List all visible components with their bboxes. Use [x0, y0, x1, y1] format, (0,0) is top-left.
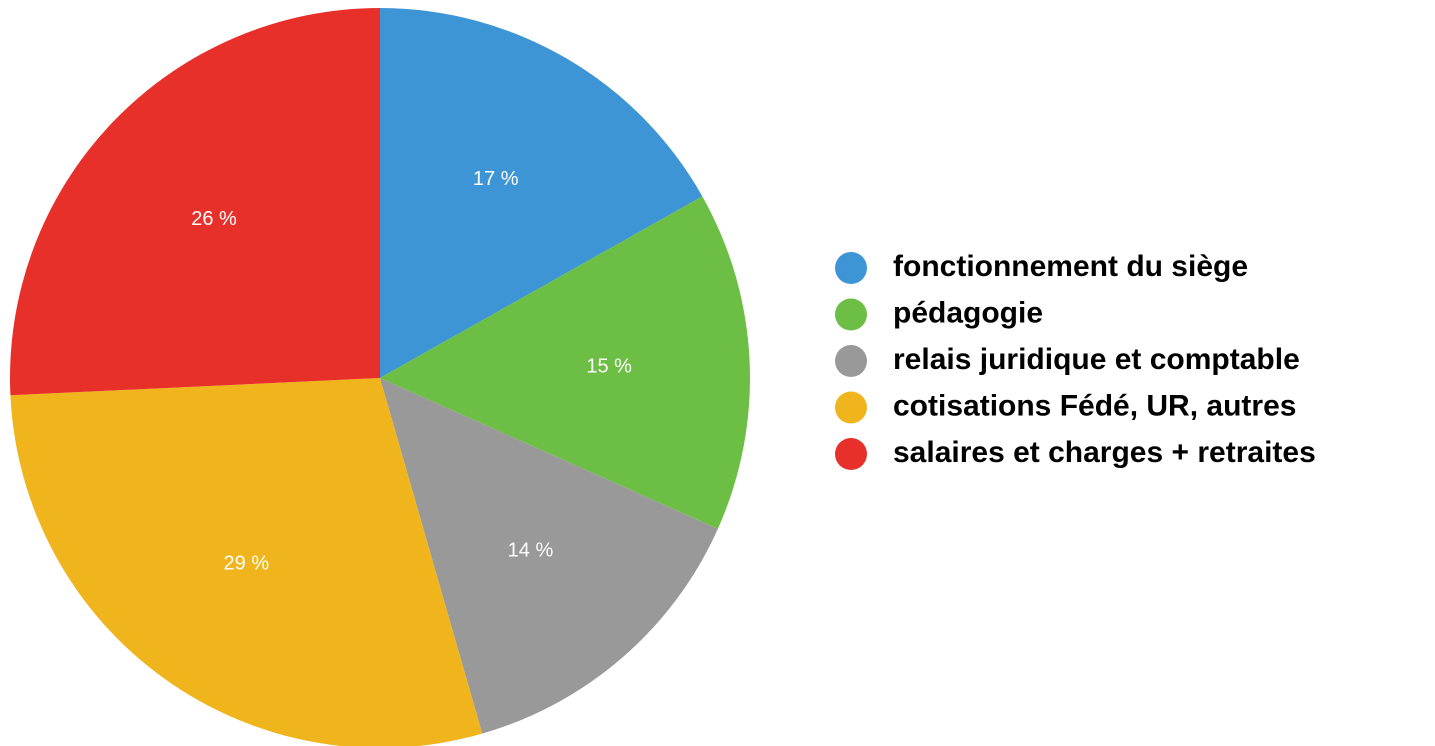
pie-slice — [380, 378, 718, 734]
legend-label: relais juridique et comptable — [893, 343, 1300, 376]
legend-marker — [835, 391, 867, 424]
pie-slice — [380, 8, 703, 378]
pie-slice — [9, 8, 380, 396]
value-label: 26 % — [191, 208, 237, 230]
value-label: 15 % — [586, 356, 632, 378]
value-label: 29 % — [224, 553, 270, 575]
legend-marker — [835, 345, 867, 377]
legend-label: pédagogie — [893, 296, 1043, 329]
pie-slice — [380, 196, 750, 529]
legend-label: fonctionnement du siège — [893, 250, 1248, 283]
legend-marker — [835, 438, 867, 470]
legend-marker — [835, 252, 867, 284]
value-label: 17 % — [473, 168, 519, 190]
legend-marker — [835, 298, 867, 331]
pie-slice — [10, 378, 483, 746]
value-label: 14 % — [508, 539, 554, 561]
legend-label: cotisations Fédé, UR, autres — [893, 389, 1296, 422]
legend-label: salaires et charges + retraites — [893, 436, 1316, 469]
